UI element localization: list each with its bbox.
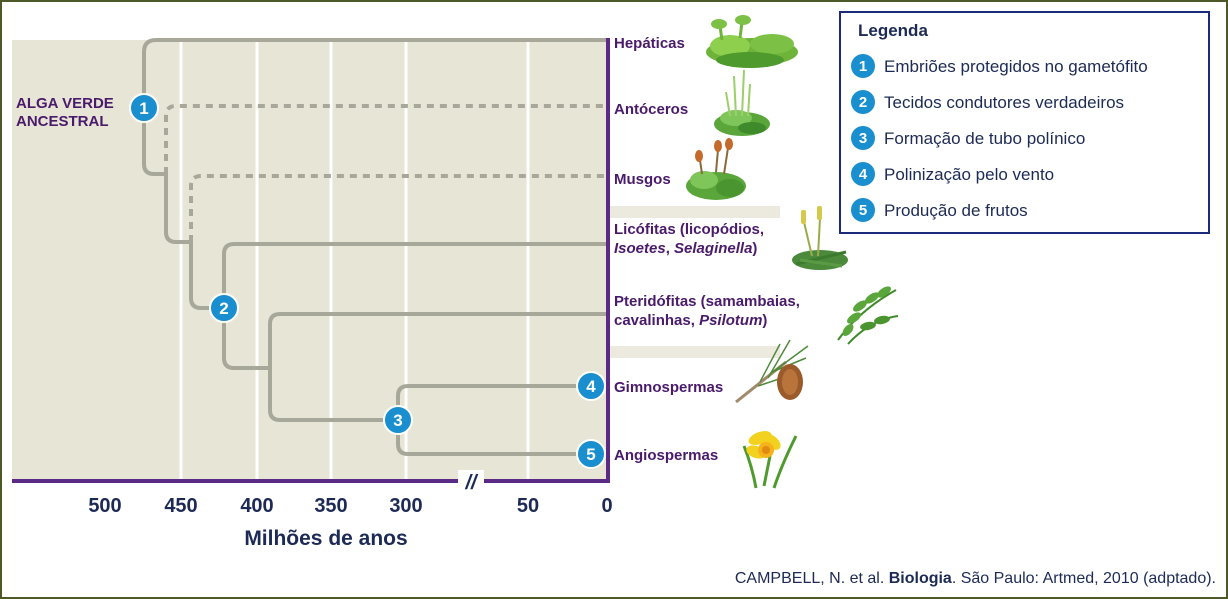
branch-gimnospermas: [396, 384, 608, 422]
liverwort-icon: [706, 15, 798, 68]
row-band-pteridofitas: [608, 346, 780, 358]
svg-text:5: 5: [586, 445, 595, 464]
root-label-line-2: ANCESTRAL: [16, 113, 109, 130]
tick-label-500: 500: [88, 495, 121, 517]
tick-label-450: 450: [164, 495, 197, 517]
axis-ticks: 500 450 400 350 300 50 0: [88, 495, 612, 517]
branch-antoceros: [164, 104, 606, 174]
branch-stem-2: [164, 172, 193, 244]
tick-label-300: 300: [389, 495, 422, 517]
legend-item-label: Embriões protegidos no gametófito: [884, 57, 1148, 76]
hornwort-icon: [714, 69, 770, 136]
time-panel: [12, 40, 608, 480]
taxon-licofitas: Licófitas (licopódios, Isoetes, Selaginel…: [614, 221, 764, 257]
taxon-angiospermas: Angiospermas: [614, 447, 718, 464]
legend-item-label: Formação de tubo polínico: [884, 129, 1085, 148]
legend: Legenda 1 Embriões protegidos no gametófi…: [839, 11, 1210, 234]
legend-item-2: 2 Tecidos condutores verdadeiros: [851, 90, 1124, 114]
legend-item-5: 5 Produção de frutos: [851, 198, 1028, 222]
tick-label-0: 0: [601, 495, 612, 517]
trait-marker-3: 3: [383, 405, 413, 435]
fern-icon: [837, 286, 899, 345]
branch-hepaticas: [142, 38, 608, 110]
svg-text:1: 1: [859, 58, 867, 75]
branch-stem-5: [268, 366, 400, 422]
gridlines: [179, 40, 530, 480]
branch-stem-3: [189, 240, 226, 310]
branch-stem-4: [222, 306, 272, 370]
trait-markers: 1 2 3 4 5: [129, 93, 606, 469]
branch-licofitas: [222, 242, 608, 310]
taxa-labels: Hepáticas Antóceros Musgos Licófitas (licop…: [614, 35, 800, 464]
taxon-gimnospermas: Gimnospermas: [614, 379, 723, 396]
source-citation: CAMPBELL, N. et al. Biologia. São Paulo:…: [735, 570, 1216, 587]
moss-icon: [686, 138, 746, 200]
axis-break-symbol: //: [464, 472, 479, 494]
svg-text:1: 1: [139, 99, 148, 118]
legend-box: [839, 11, 1210, 234]
branch-stem-1: [142, 106, 168, 176]
branch-pteridofitas: [268, 312, 608, 370]
svg-text:3: 3: [393, 411, 402, 430]
root-label: ALGA VERDE ANCESTRAL: [16, 95, 118, 130]
svg-text:5: 5: [859, 202, 867, 219]
pine-branch-icon: [735, 339, 809, 404]
taxon-antoceros: Antóceros: [614, 101, 688, 118]
axis-break: //: [458, 470, 484, 494]
legend-item-1: 1 Embriões protegidos no gametófito: [851, 54, 1148, 78]
trait-marker-5: 5: [576, 439, 606, 469]
lycophyte-icon: [792, 206, 848, 270]
tick-label-400: 400: [240, 495, 273, 517]
legend-item-label: Produção de frutos: [884, 201, 1028, 220]
daffodil-icon: [742, 431, 798, 489]
row-band-licofitas: [608, 206, 780, 218]
svg-text:3: 3: [859, 130, 867, 147]
taxon-hepaticas: Hepáticas: [614, 35, 685, 52]
svg-text:2: 2: [859, 94, 867, 111]
tick-label-350: 350: [314, 495, 347, 517]
trait-marker-1: 1: [129, 93, 159, 123]
axis-title: Milhões de anos: [244, 527, 407, 550]
branch-musgos: [189, 174, 606, 242]
tree-branches: [142, 38, 608, 456]
legend-item-label: Tecidos condutores verdadeiros: [884, 93, 1124, 112]
root-label-line-1: ALGA VERDE: [16, 95, 114, 112]
taxon-pteridofitas: Pteridófitas (samambaias, cavalinhas, Psi…: [614, 293, 800, 329]
svg-text:4: 4: [586, 377, 596, 396]
trait-marker-4: 4: [576, 371, 606, 401]
legend-item-3: 3 Formação de tubo polínico: [851, 126, 1085, 150]
legend-item-label: Polinização pelo vento: [884, 165, 1054, 184]
branch-angiospermas: [396, 418, 608, 456]
trait-marker-2: 2: [209, 293, 239, 323]
taxon-musgos: Musgos: [614, 171, 671, 188]
svg-text:4: 4: [859, 166, 868, 183]
tick-label-50: 50: [517, 495, 539, 517]
svg-text:2: 2: [219, 299, 228, 318]
legend-item-4: 4 Polinização pelo vento: [851, 162, 1054, 186]
legend-title: Legenda: [858, 21, 928, 40]
